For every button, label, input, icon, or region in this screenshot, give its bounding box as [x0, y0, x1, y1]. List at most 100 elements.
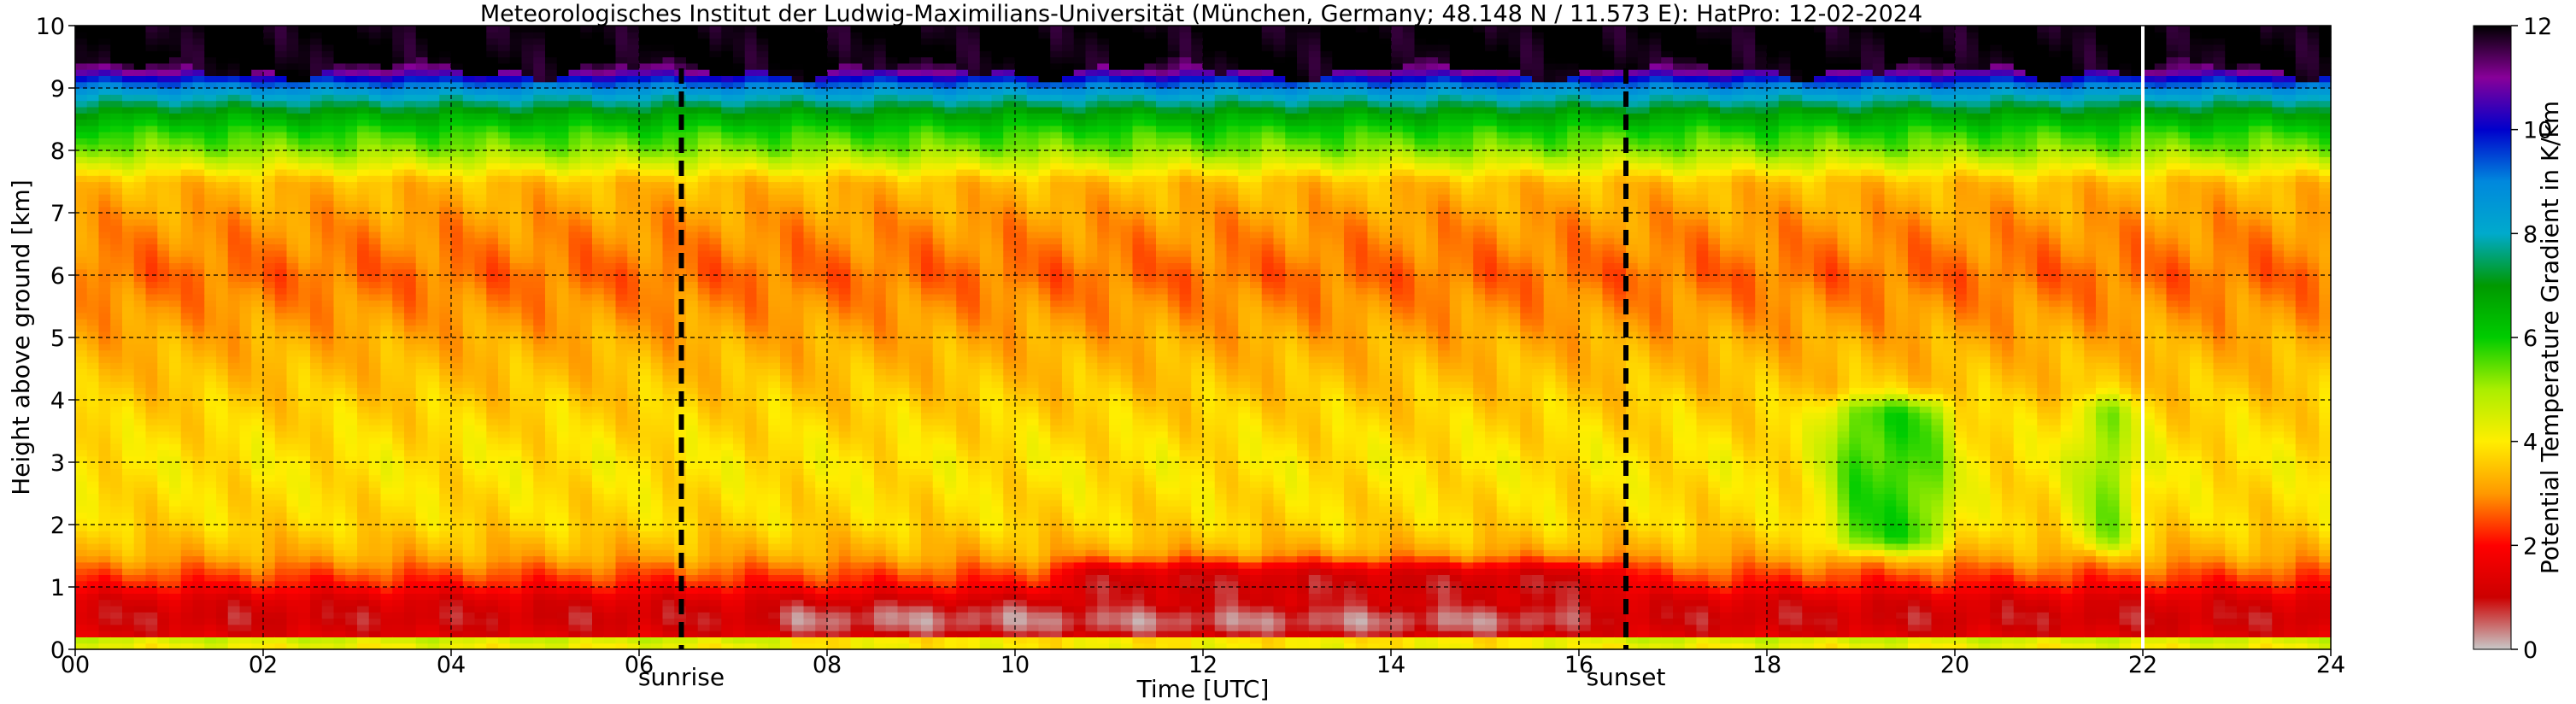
- heatmap-cell: [204, 106, 217, 114]
- heatmap-cell: [556, 156, 570, 164]
- heatmap-cell: [556, 187, 570, 195]
- heatmap-cell: [533, 138, 546, 145]
- heatmap-cell: [75, 531, 88, 538]
- heatmap-cell: [75, 44, 88, 51]
- heatmap-cell: [75, 243, 88, 251]
- heatmap-cell: [251, 119, 264, 126]
- heatmap-cell: [498, 406, 511, 414]
- heatmap-cell: [345, 537, 358, 544]
- heatmap-cell: [380, 300, 393, 308]
- heatmap-cell: [298, 249, 311, 257]
- heatmap-cell: [263, 474, 276, 482]
- heatmap-cell: [98, 38, 111, 45]
- heatmap-cell: [286, 593, 299, 601]
- heatmap-cell: [650, 449, 664, 457]
- heatmap-cell: [415, 268, 429, 276]
- heatmap-cell: [274, 537, 288, 544]
- heatmap-cell: [474, 50, 487, 58]
- heatmap-cell: [404, 549, 417, 557]
- heatmap-cell: [404, 194, 417, 201]
- heatmap-cell: [204, 368, 217, 376]
- heatmap-cell: [415, 325, 429, 332]
- heatmap-cell: [368, 374, 382, 382]
- heatmap-cell: [650, 293, 664, 301]
- heatmap-cell: [462, 75, 476, 83]
- heatmap-cell: [498, 525, 511, 531]
- heatmap-cell: [392, 150, 405, 157]
- heatmap-cell: [627, 150, 640, 157]
- heatmap-cell: [474, 605, 487, 613]
- heatmap-cell: [310, 431, 323, 438]
- heatmap-cell: [545, 325, 558, 332]
- heatmap-cell: [169, 113, 182, 120]
- heatmap-cell: [298, 238, 311, 245]
- heatmap-cell: [286, 325, 299, 332]
- heatmap-cell: [568, 238, 581, 245]
- heatmap-cell: [580, 593, 593, 601]
- heatmap-cell: [204, 256, 217, 263]
- heatmap-cell: [86, 81, 100, 89]
- heatmap-cell: [75, 337, 88, 344]
- heatmap-cell: [404, 219, 417, 226]
- heatmap-cell: [157, 468, 170, 476]
- heatmap-cell: [204, 400, 217, 407]
- heatmap-cell: [321, 293, 335, 301]
- heatmap-cell: [345, 331, 358, 338]
- heatmap-cell: [545, 487, 558, 495]
- heatmap-cell: [251, 512, 264, 519]
- heatmap-cell: [274, 593, 288, 601]
- heatmap-cell: [310, 306, 323, 314]
- heatmap-cell: [251, 462, 264, 469]
- heatmap-cell: [263, 387, 276, 395]
- heatmap-cell: [133, 293, 147, 301]
- heatmap-cell: [145, 225, 158, 232]
- heatmap-cell: [650, 100, 664, 108]
- heatmap-cell: [274, 337, 288, 344]
- heatmap-cell: [556, 206, 570, 214]
- heatmap-cell: [650, 75, 664, 83]
- heatmap-cell: [486, 537, 499, 544]
- heatmap-cell: [227, 642, 241, 650]
- heatmap-cell: [592, 275, 605, 282]
- heatmap-cell: [650, 243, 664, 251]
- heatmap-cell: [415, 612, 429, 619]
- heatmap-cell: [333, 449, 346, 457]
- heatmap-cell: [216, 213, 229, 220]
- heatmap-cell: [580, 512, 593, 519]
- heatmap-cell: [321, 480, 335, 488]
- heatmap-cell: [169, 525, 182, 531]
- heatmap-cell: [98, 69, 111, 76]
- heatmap-cell: [415, 443, 429, 450]
- heatmap-cell: [521, 168, 534, 176]
- heatmap-cell: [439, 437, 452, 444]
- heatmap-cell: [415, 138, 429, 145]
- heatmap-cell: [122, 462, 135, 469]
- heatmap-cell: [204, 599, 217, 607]
- heatmap-cell: [404, 262, 417, 270]
- heatmap-cell: [345, 281, 358, 289]
- heatmap-cell: [415, 506, 429, 513]
- heatmap-cell: [380, 574, 393, 582]
- heatmap-cell: [345, 94, 358, 102]
- heatmap-cell: [404, 331, 417, 338]
- heatmap-cell: [404, 138, 417, 145]
- heatmap-cell: [75, 300, 88, 308]
- heatmap-cell: [462, 113, 476, 120]
- heatmap-cell: [122, 362, 135, 370]
- heatmap-cell: [639, 618, 652, 625]
- heatmap-cell: [462, 368, 476, 376]
- heatmap-cell: [263, 150, 276, 157]
- heatmap-cell: [404, 368, 417, 376]
- heatmap-cell: [415, 449, 429, 457]
- heatmap-cell: [86, 593, 100, 601]
- heatmap-cell: [603, 561, 617, 569]
- heatmap-cell: [357, 181, 370, 189]
- heatmap-cell: [568, 343, 581, 351]
- heatmap-cell: [239, 50, 252, 58]
- heatmap-cell: [357, 69, 370, 76]
- heatmap-cell: [451, 32, 464, 39]
- heatmap-cell: [251, 468, 264, 476]
- heatmap-cell: [86, 393, 100, 401]
- heatmap-cell: [298, 62, 311, 70]
- heatmap-cell: [592, 144, 605, 151]
